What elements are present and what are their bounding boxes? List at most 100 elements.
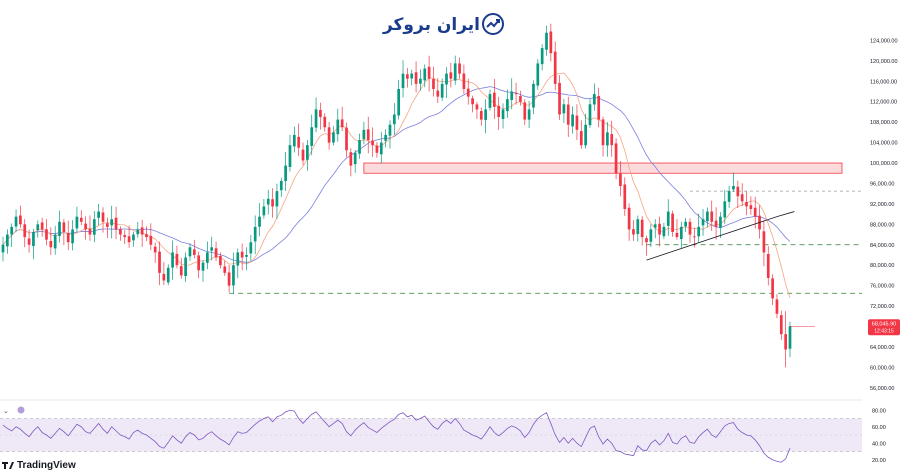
price-tick-label: 100,000.00 — [870, 161, 898, 167]
candle-body — [362, 129, 366, 140]
candle-body — [288, 145, 292, 167]
candle — [58, 210, 61, 243]
candle-body — [153, 246, 157, 253]
candle-body — [697, 226, 701, 237]
candle-body — [571, 114, 574, 127]
candle-body — [649, 229, 653, 242]
price-tick-label: 56,000.00 — [870, 386, 894, 392]
candle — [771, 274, 774, 305]
candle — [514, 82, 518, 105]
candle — [292, 126, 296, 153]
candle — [306, 139, 309, 171]
rsi-indicator-icon[interactable] — [17, 406, 25, 414]
candle-body — [449, 72, 453, 79]
candle-body — [645, 238, 648, 243]
candle — [171, 240, 174, 280]
candle — [262, 198, 266, 219]
candle — [640, 216, 644, 246]
candle-body — [384, 134, 387, 141]
candle-body — [432, 78, 435, 89]
candle — [749, 196, 753, 215]
candle-body — [775, 299, 779, 314]
candle — [606, 121, 609, 157]
candle-body — [740, 194, 744, 202]
candle-body — [84, 223, 87, 230]
candle-body — [227, 272, 231, 286]
candle — [775, 294, 779, 319]
candle-body — [584, 124, 587, 146]
candle — [253, 215, 257, 255]
candle — [710, 200, 714, 231]
candle-body — [219, 255, 222, 266]
candle-body — [297, 136, 301, 148]
candle-body — [414, 72, 418, 84]
rsi-axis[interactable]: 80.00 60.00 40.00 20.00 — [872, 408, 886, 464]
candle-body — [540, 48, 544, 65]
candle — [1, 236, 5, 262]
candle-body — [345, 127, 348, 151]
candle-body — [614, 143, 618, 174]
candle — [379, 131, 383, 164]
candle — [562, 98, 566, 123]
tradingview-footer[interactable]: TradingView — [2, 460, 76, 471]
candle-body — [349, 152, 353, 166]
candle — [166, 264, 170, 286]
collapse-chevron-icon[interactable]: ⌄ — [3, 408, 9, 415]
candle-body — [232, 265, 235, 286]
candle-body — [519, 96, 522, 102]
rsi-panel-controls[interactable]: ⌄ — [3, 406, 25, 416]
brand-name: ایران بروکر — [382, 15, 480, 35]
candle-body — [136, 229, 140, 235]
candle — [136, 221, 140, 238]
candle-body — [562, 104, 566, 114]
candle — [232, 252, 235, 294]
price-tick-label: 72,000.00 — [870, 304, 894, 310]
candle-body — [66, 233, 70, 243]
rsi-panel[interactable] — [0, 399, 862, 463]
candle-body — [762, 231, 766, 253]
candle-body — [92, 219, 96, 235]
candle-body — [771, 278, 774, 299]
candle — [719, 212, 722, 239]
candle — [114, 206, 118, 240]
candle-body — [23, 224, 27, 238]
candle-body — [6, 234, 9, 247]
price-countdown: 12:43:15 — [874, 328, 894, 334]
candle-body — [392, 114, 396, 125]
candle — [132, 231, 135, 247]
candle — [732, 172, 735, 192]
candle — [66, 220, 70, 251]
candle — [188, 243, 192, 261]
candle — [779, 310, 783, 340]
candle-body — [453, 63, 457, 81]
candle-body — [214, 248, 218, 258]
candle — [271, 188, 274, 218]
candle — [71, 220, 74, 251]
candle-body — [19, 215, 22, 225]
candle-body — [658, 223, 661, 235]
candle-body — [706, 211, 709, 222]
candle — [545, 25, 548, 56]
trend-up-icon — [482, 13, 504, 35]
candle-body — [536, 63, 540, 86]
candle-body — [132, 234, 135, 241]
price-tick-label: 88,000.00 — [870, 222, 894, 228]
candle — [258, 202, 261, 237]
candles-layer — [1, 23, 792, 368]
candle — [614, 138, 618, 180]
candle — [540, 44, 544, 71]
candle — [714, 207, 718, 240]
candle — [706, 207, 709, 228]
candle — [14, 209, 18, 233]
price-axis[interactable]: 124,000.00 120,000.00 116,000.00 112,000.00… — [870, 38, 898, 391]
candle-body — [484, 109, 487, 120]
candle — [332, 126, 335, 146]
candle-body — [492, 92, 496, 107]
candle-body — [166, 267, 170, 283]
candle-body — [40, 222, 44, 230]
candle — [519, 90, 522, 106]
candle-body — [201, 262, 205, 271]
candle — [532, 80, 535, 115]
